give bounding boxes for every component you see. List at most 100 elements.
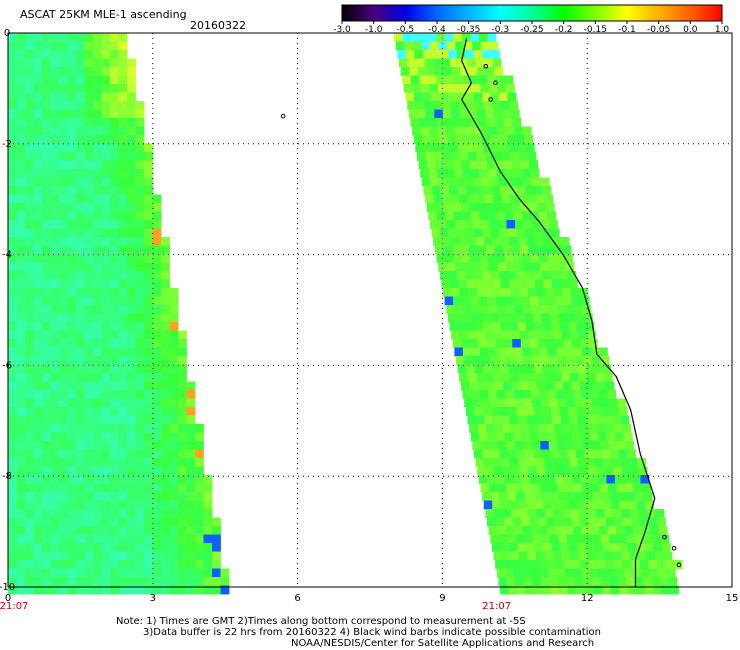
heatmap-cell [33,356,43,365]
heatmap-cell [8,84,17,93]
heatmap-cell [476,373,486,382]
heatmap-cell [42,228,51,238]
heatmap-cell [567,271,577,280]
heatmap-cell [135,203,145,212]
heatmap-cell [110,84,119,93]
heatmap-cell [587,466,597,476]
heatmap-cell [538,254,548,263]
heatmap-cell [506,398,516,408]
heatmap-cell [543,322,552,331]
heatmap-cell [469,160,479,170]
heatmap-cell [84,169,94,178]
heatmap-cell [8,126,17,136]
heatmap-cell [59,373,68,382]
heatmap-cell [570,551,579,561]
heatmap-cell [161,330,170,340]
heatmap-cell [118,101,128,110]
heatmap-cell [459,194,468,204]
heatmap-cell [644,543,654,552]
heatmap-cell [161,322,170,331]
heatmap-cell [579,381,589,391]
heatmap-cell [465,271,475,280]
heatmap-cell [161,509,170,518]
heatmap-cell [169,390,179,399]
heatmap-cell [509,458,519,467]
heatmap-cell [495,160,504,170]
heatmap-cell [533,492,542,501]
heatmap-cell [550,407,560,416]
heatmap-cell [402,33,412,42]
heatmap-cell [479,211,489,221]
heatmap-cell [598,432,608,442]
heatmap-cell [8,101,17,110]
time-label: 21:07 [0,601,28,612]
heatmap-cell [59,415,68,425]
heatmap-cell [539,305,549,314]
heatmap-cell [526,279,536,289]
heatmap-cell [135,475,145,484]
heatmap-cell [212,526,221,535]
heatmap-cell [178,551,187,561]
heatmap-cell [101,33,111,42]
heatmap-cell [564,254,573,263]
heatmap-cell [600,534,610,544]
heatmap-cell [439,92,449,102]
heatmap-cell [553,288,563,297]
heatmap-cell [428,169,438,178]
heatmap-cell [405,50,415,59]
heatmap-cell [478,296,488,306]
heatmap-cell [531,483,541,493]
heatmap-cell [127,160,136,170]
heatmap-cell [655,509,665,518]
heatmap-cell [435,160,445,170]
heatmap-cell [110,398,119,408]
heatmap-cell [42,245,51,255]
heatmap-cell [462,254,471,263]
heatmap-cell [8,424,17,433]
heatmap-cell [135,186,145,195]
heatmap-cell [446,84,456,93]
heatmap-cell [502,109,512,119]
heatmap-cell [462,169,472,178]
heatmap-cell [25,381,34,391]
heatmap-cell [110,109,119,119]
heatmap-cell [425,152,435,161]
heatmap-cell [474,143,484,153]
heatmap-cell [469,424,478,433]
heatmap-cell [486,424,495,433]
heatmap-cell [411,33,420,42]
heatmap-cell [59,237,68,246]
heatmap-cell [561,509,571,518]
heatmap-cell [8,364,17,374]
heatmap-cell [476,152,486,161]
heatmap-cell [186,560,196,569]
heatmap-cell [473,50,483,59]
heatmap-cell [480,41,490,51]
heatmap-cell [487,75,497,85]
heatmap-cell [93,254,102,263]
heatmap-cell [144,407,153,416]
heatmap-cell [529,339,539,348]
heatmap-cell [135,322,145,331]
heatmap-cell [76,279,85,289]
heatmap-cell [110,220,119,229]
heatmap-cell [8,160,17,170]
heatmap-cell [482,92,491,102]
heatmap-cell [478,75,488,85]
heatmap-cell [135,237,145,246]
heatmap-cell [59,577,68,586]
heatmap-cell [50,41,60,51]
heatmap-cell [556,568,566,578]
heatmap-cell [135,492,145,501]
heatmap-cell [646,551,656,561]
heatmap-cell [550,449,560,459]
heatmap-cell [513,169,523,178]
heatmap-cell [42,517,51,527]
heatmap-cell [559,364,569,374]
heatmap-cell [178,330,187,340]
heatmap-cell [424,58,434,68]
heatmap-cell [491,543,501,552]
heatmap-cell [118,560,128,569]
heatmap-cell [534,585,543,595]
heatmap-cell [530,390,540,399]
